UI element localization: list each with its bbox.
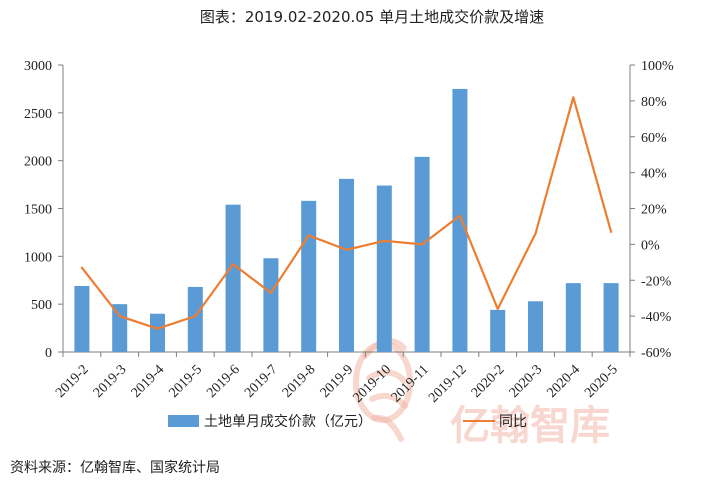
legend-bar-label: 土地单月成交价款（亿元） (204, 413, 372, 430)
y-left-tick-label: 2000 (24, 155, 52, 170)
y-right-tick-label: 0% (641, 238, 660, 253)
x-tick-label-2020-2: 2020-2 (469, 362, 508, 401)
yoy-point-2019-5 (194, 315, 197, 317)
y-right-tick-label: 60% (641, 131, 667, 146)
y-right-tick-label: -20% (641, 274, 672, 289)
bar-2019-6 (225, 204, 241, 352)
bar-2019-5 (187, 286, 203, 352)
watermark-logo-text: 亿翰智库 (450, 403, 610, 449)
bar-2019-2 (74, 285, 90, 352)
yoy-point-2019-8 (307, 234, 310, 237)
y-right-tick-label: 20% (641, 203, 667, 218)
bar-2020-3 (528, 301, 543, 352)
legend-line-label: 同比 (499, 414, 527, 430)
yoy-point-2019-11 (421, 243, 423, 246)
yoy-point-2019-9 (345, 248, 348, 251)
y-left-tick-label: 2500 (24, 107, 52, 122)
x-tick-label-2019-4: 2019-4 (129, 362, 168, 401)
yoy-point-2020-5 (610, 231, 612, 233)
x-tick-label-2020-3: 2020-3 (507, 362, 546, 401)
y-left-tick-label: 3000 (24, 59, 52, 74)
bar-2019-4 (150, 313, 165, 352)
bar-2019-3 (112, 304, 128, 352)
bar-2019-12 (452, 88, 468, 353)
yoy-point-2019-7 (270, 292, 272, 294)
x-tick-label-2019-7: 2019-7 (242, 362, 281, 401)
bar-2019-7 (263, 258, 279, 352)
chart-title: 图表：2019.02-2020.05 单月土地成交价款及增速 (200, 8, 544, 26)
bar-2019-10 (376, 185, 392, 352)
yoy-point-2019-4 (156, 327, 159, 330)
y-right-tick-label: -40% (641, 310, 672, 325)
x-tick-label-2019-2: 2019-2 (53, 362, 92, 401)
x-tick-label-2019-6: 2019-6 (204, 362, 243, 401)
x-tick-label-2019-5: 2019-5 (166, 362, 205, 401)
yoy-point-2019-6 (232, 263, 234, 265)
bar-2020-4 (565, 283, 581, 352)
y-left-tick-label: 1500 (24, 203, 52, 218)
yoy-point-2020-3 (534, 232, 537, 235)
plot-area: 0 500 1000 1500 2000 2500 3000 -60% -40% -20% 0% 20… (24, 59, 674, 406)
yoy-point-2019-12 (459, 214, 461, 217)
x-tick-label-2020-4: 2020-4 (544, 362, 583, 401)
x-tick-label-2019-8: 2019-8 (280, 362, 319, 401)
yoy-point-2019-10 (383, 239, 386, 242)
bar-2020-5 (603, 283, 619, 352)
y-right-tick-label: 100% (641, 59, 674, 74)
yoy-point-2019-3 (118, 315, 121, 317)
bar-2019-11 (414, 156, 430, 352)
yoy-point-2020-4 (572, 96, 575, 99)
y-right-tick-label: 80% (641, 95, 667, 110)
y-right-tick-label: -60% (641, 346, 672, 361)
legend-bar-swatch (168, 415, 199, 427)
y-left-tick-label: 1000 (24, 250, 52, 265)
bar-2019-9 (339, 178, 354, 352)
y-left-tick-label: 0 (45, 346, 52, 361)
yoy-point-2020-2 (496, 308, 499, 310)
y-left-tick-label: 500 (31, 298, 52, 313)
bar-2020-2 (490, 309, 506, 352)
x-tick-label-2019-12: 2019-12 (426, 362, 470, 406)
bar-2019-8 (301, 200, 317, 352)
x-tick-label-2019-3: 2019-3 (91, 362, 130, 401)
source-note: 资料来源：亿翰智库、国家统计局 (10, 459, 220, 476)
x-tick-label-2020-5: 2020-5 (582, 362, 621, 401)
yoy-point-2019-2 (81, 266, 83, 269)
legend: 土地单月成交价款（亿元） 同比 (168, 413, 527, 430)
y-right-tick-label: 40% (641, 167, 667, 182)
